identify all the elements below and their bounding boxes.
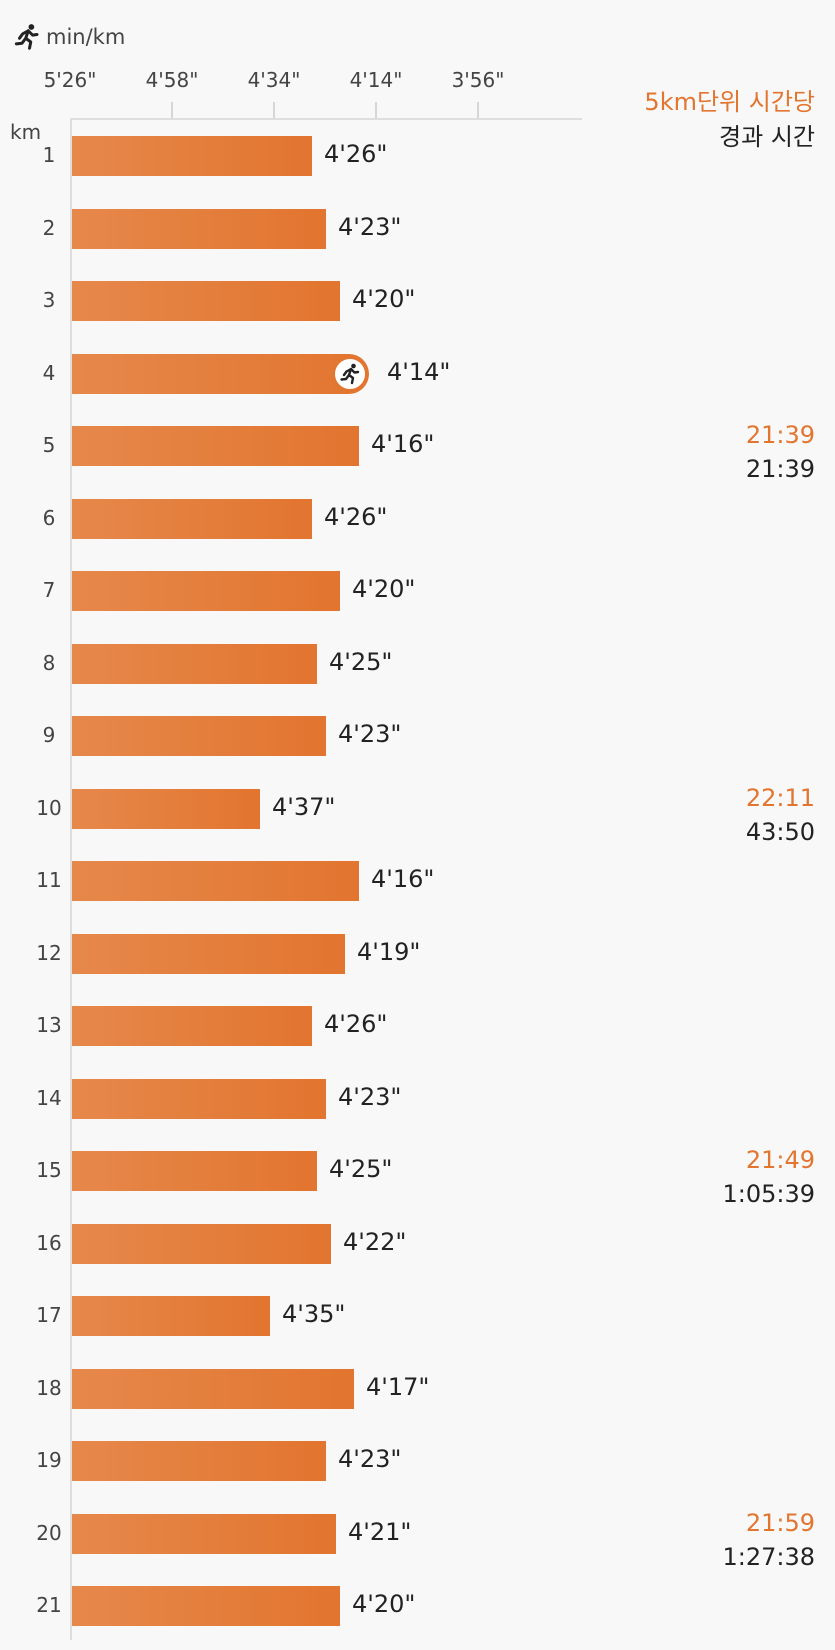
elapsed-time: 21:39 [745, 455, 815, 483]
pace-bar [72, 1223, 331, 1264]
km-label: 7 [42, 578, 56, 602]
pace-bar [72, 1368, 354, 1409]
pace-value-label: 4'17" [366, 1372, 430, 1401]
pace-bar [72, 861, 359, 901]
pace-value-label: 4'23" [338, 212, 402, 241]
split-column-title: 5km단위 시간당 [644, 88, 815, 116]
x-gridline [171, 102, 173, 118]
pace-bar [72, 1296, 270, 1336]
km-label: 19 [36, 1448, 62, 1472]
elapsed-time: 1:27:38 [722, 1542, 815, 1571]
km-label: 14 [36, 1085, 62, 1110]
pace-value-label: 4'16" [371, 430, 435, 458]
pace-value-label: 4'14" [387, 357, 451, 386]
pace-value-label: 4'25" [329, 1155, 393, 1183]
elapsed-time: 43:50 [745, 817, 815, 846]
pace-value-label: 4'21" [348, 1517, 412, 1546]
km-label: 8 [42, 650, 56, 675]
km-label: 2 [42, 215, 56, 240]
split-time: 22:11 [745, 783, 815, 812]
km-label: 10 [36, 795, 62, 820]
km-label: 17 [36, 1303, 62, 1327]
pace-value-label: 4'23" [338, 720, 402, 748]
unit-header: min/km [12, 22, 125, 52]
pace-value-label: 4'23" [338, 1082, 402, 1111]
km-label: 4 [42, 360, 56, 385]
pace-bar [72, 136, 312, 176]
fastest-runner-icon [333, 356, 367, 391]
pace-bar [72, 498, 312, 539]
pace-bar [72, 353, 369, 394]
split-time: 21:49 [745, 1146, 815, 1174]
x-tick-label: 3'56" [451, 68, 505, 92]
x-gridline [375, 102, 377, 118]
pace-bar [72, 281, 340, 321]
pace-bar [72, 208, 326, 249]
pace-bar [72, 1586, 340, 1626]
pace-bar [72, 1441, 326, 1481]
pace-value-label: 4'26" [324, 1010, 388, 1038]
km-label: 6 [42, 505, 56, 530]
pace-bar [72, 1078, 326, 1119]
km-label: 21 [36, 1593, 62, 1617]
pace-bar [72, 716, 326, 756]
km-label: 3 [42, 288, 56, 312]
split-time: 21:59 [745, 1508, 815, 1537]
km-label: 15 [36, 1158, 62, 1182]
pace-value-label: 4'23" [338, 1445, 402, 1473]
pace-value-label: 4'25" [329, 647, 393, 676]
pace-bar [72, 1006, 312, 1046]
pace-bar [72, 426, 359, 466]
runner-icon [14, 24, 39, 50]
x-axis-line [70, 118, 582, 120]
x-gridline [477, 102, 479, 118]
pace-value-label: 4'37" [272, 792, 336, 821]
elapsed-column-title: 경과 시간 [719, 123, 815, 151]
km-label: 9 [42, 723, 56, 747]
split-time: 21:39 [745, 421, 815, 449]
km-label: 20 [36, 1520, 62, 1545]
km-label: 11 [36, 868, 62, 892]
pace-value-label: 4'35" [282, 1300, 346, 1328]
pace-bar [72, 643, 317, 684]
km-label: 18 [36, 1375, 62, 1400]
x-gridline [273, 102, 275, 118]
pace-bar [72, 1151, 317, 1191]
km-label: 12 [36, 940, 62, 965]
x-tick-label: 4'58" [145, 68, 199, 92]
pace-value-label: 4'19" [357, 937, 421, 966]
pace-value-label: 4'26" [324, 140, 388, 168]
x-tick-label: 4'14" [349, 68, 403, 92]
pace-value-label: 4'20" [352, 285, 416, 313]
elapsed-time: 1:05:39 [722, 1180, 815, 1208]
pace-value-label: 4'22" [343, 1227, 407, 1256]
km-label: 1 [42, 143, 56, 167]
km-label: 16 [36, 1230, 62, 1255]
km-label: 13 [36, 1013, 62, 1037]
y-axis-label: km [10, 120, 42, 144]
pace-bar [72, 571, 340, 611]
pace-bar [72, 1513, 336, 1554]
unit-label: min/km [46, 25, 126, 49]
x-tick-label: 5'26" [43, 68, 97, 92]
x-tick-label: 4'34" [247, 68, 301, 92]
pace-value-label: 4'20" [352, 1590, 416, 1618]
pace-value-label: 4'26" [324, 502, 388, 531]
y-axis-line [70, 118, 72, 1640]
pace-bar [72, 933, 345, 974]
pace-value-label: 4'16" [371, 865, 435, 893]
km-label: 5 [42, 433, 56, 457]
pace-bar [72, 788, 260, 829]
pace-value-label: 4'20" [352, 575, 416, 603]
